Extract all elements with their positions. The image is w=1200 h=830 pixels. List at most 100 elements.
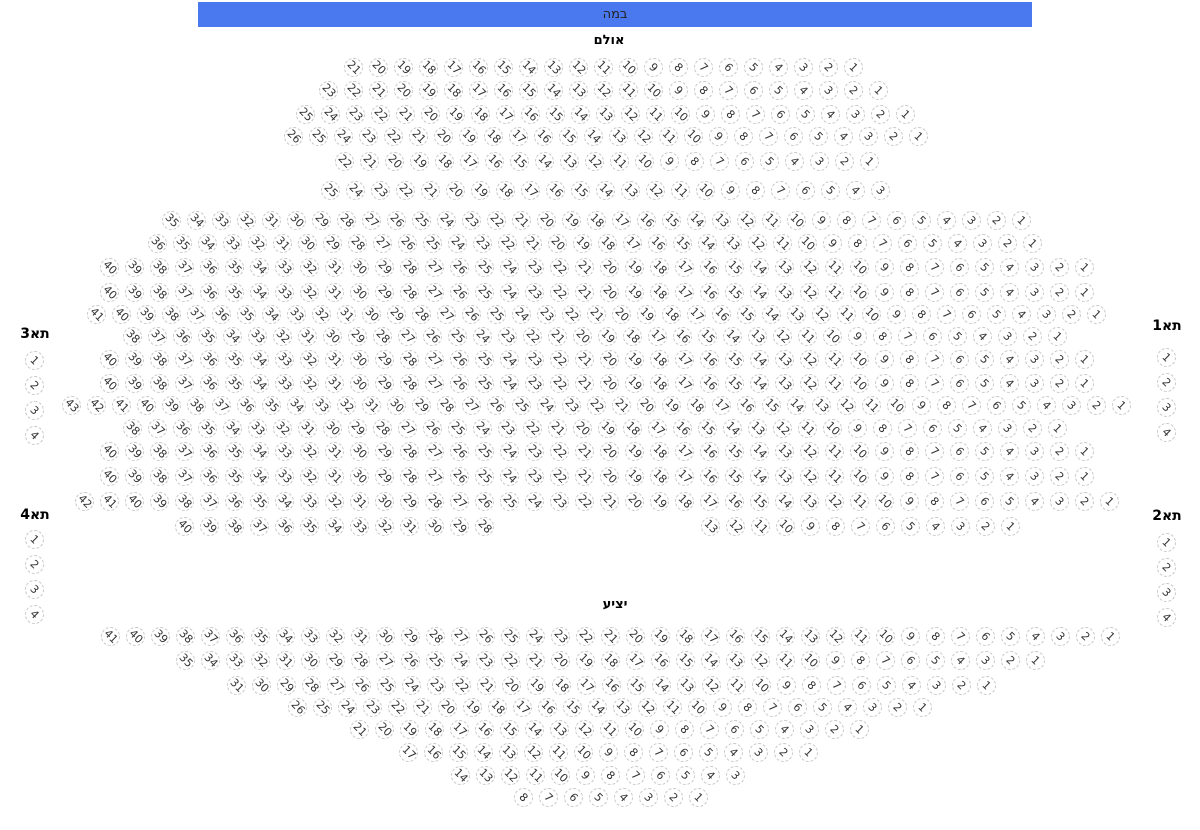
balcony-seat[interactable]: 13 — [476, 766, 495, 785]
hall-seat[interactable]: 14 — [750, 467, 769, 486]
hall-seat[interactable]: 14 — [723, 419, 742, 438]
hall-seat[interactable]: 3 — [1062, 396, 1081, 415]
balcony-seat[interactable]: 3 — [927, 676, 946, 695]
hall-seat[interactable]: 33 — [275, 374, 294, 393]
hall-seat[interactable]: 33 — [275, 467, 294, 486]
balcony-seat[interactable]: 12 — [638, 698, 657, 717]
balcony-seat[interactable]: 16 — [538, 698, 557, 717]
hall-seat[interactable]: 12 — [773, 327, 792, 346]
hall-seat[interactable]: 11 — [610, 152, 629, 171]
hall-seat[interactable]: 15 — [750, 492, 769, 511]
balcony-seat[interactable]: 3 — [726, 766, 745, 785]
hall-seat[interactable]: 32 — [300, 442, 319, 461]
hall-seat[interactable]: 3 — [859, 127, 878, 146]
balcony-seat[interactable]: 36 — [226, 627, 245, 646]
balcony-seat[interactable]: 14 — [588, 698, 607, 717]
hall-seat[interactable]: 6 — [962, 305, 981, 324]
hall-seat[interactable]: 16 — [700, 350, 719, 369]
hall-seat[interactable]: 8 — [900, 283, 919, 302]
hall-seat[interactable]: 15 — [519, 81, 538, 100]
hall-seat[interactable]: 1 — [1075, 442, 1094, 461]
hall-seat[interactable]: 17 — [521, 181, 540, 200]
balcony-seat[interactable]: 29 — [277, 676, 296, 695]
hall-seat[interactable]: 31 — [325, 350, 344, 369]
hall-seat[interactable]: 27 — [398, 327, 417, 346]
hall-seat[interactable]: 22 — [587, 396, 606, 415]
hall-seat[interactable]: 39 — [125, 283, 144, 302]
hall-seat[interactable]: 23 — [346, 105, 365, 124]
hall-seat[interactable]: 13 — [775, 258, 794, 277]
hall-seat[interactable]: 24 — [437, 211, 456, 230]
hall-seat[interactable]: 11 — [825, 258, 844, 277]
balcony-seat[interactable]: 2 — [1001, 651, 1020, 670]
hall-seat[interactable]: 28 — [425, 492, 444, 511]
hall-seat[interactable]: 7 — [937, 305, 956, 324]
box-4-seat[interactable]: 1 — [25, 530, 44, 549]
hall-seat[interactable]: 17 — [496, 105, 515, 124]
hall-seat[interactable]: 12 — [773, 419, 792, 438]
hall-seat[interactable]: 18 — [435, 152, 454, 171]
hall-seat[interactable]: 19 — [410, 152, 429, 171]
hall-seat[interactable]: 28 — [400, 467, 419, 486]
hall-seat[interactable]: 39 — [125, 442, 144, 461]
hall-seat[interactable]: 2 — [976, 517, 995, 536]
hall-seat[interactable]: 15 — [737, 305, 756, 324]
hall-seat[interactable]: 30 — [350, 467, 369, 486]
hall-seat[interactable]: 3 — [1025, 442, 1044, 461]
hall-seat[interactable]: 1 — [869, 81, 888, 100]
hall-seat[interactable]: 35 — [162, 211, 181, 230]
hall-seat[interactable]: 18 — [675, 492, 694, 511]
box-4-seat[interactable]: 2 — [25, 555, 44, 574]
hall-seat[interactable]: 31 — [362, 396, 381, 415]
hall-seat[interactable]: 8 — [694, 81, 713, 100]
hall-seat[interactable]: 19 — [662, 396, 681, 415]
hall-seat[interactable]: 24 — [473, 327, 492, 346]
hall-seat[interactable]: 15 — [494, 58, 513, 77]
hall-seat[interactable]: 24 — [500, 258, 519, 277]
hall-seat[interactable]: 16 — [648, 234, 667, 253]
hall-seat[interactable]: 35 — [225, 350, 244, 369]
hall-seat[interactable]: 23 — [525, 258, 544, 277]
hall-seat[interactable]: 3 — [1025, 467, 1044, 486]
balcony-seat[interactable]: 24 — [526, 627, 545, 646]
hall-seat[interactable]: 27 — [373, 234, 392, 253]
hall-seat[interactable]: 36 — [200, 283, 219, 302]
hall-seat[interactable]: 35 — [198, 327, 217, 346]
balcony-seat[interactable]: 38 — [176, 627, 195, 646]
hall-seat[interactable]: 12 — [800, 283, 819, 302]
hall-seat[interactable]: 14 — [775, 492, 794, 511]
hall-seat[interactable]: 23 — [498, 327, 517, 346]
hall-seat[interactable]: 11 — [825, 467, 844, 486]
balcony-seat[interactable]: 1 — [689, 788, 708, 807]
balcony-seat[interactable]: 2 — [774, 743, 793, 762]
balcony-seat[interactable]: 19 — [527, 676, 546, 695]
hall-seat[interactable]: 28 — [348, 234, 367, 253]
hall-seat[interactable]: 16 — [737, 396, 756, 415]
hall-seat[interactable]: 27 — [437, 305, 456, 324]
hall-seat[interactable]: 29 — [348, 419, 367, 438]
balcony-seat[interactable]: 7 — [539, 788, 558, 807]
hall-seat[interactable]: 35 — [225, 283, 244, 302]
hall-seat[interactable]: 5 — [975, 350, 994, 369]
hall-seat[interactable]: 16 — [700, 283, 719, 302]
box-1-seat[interactable]: 2 — [1157, 373, 1176, 392]
hall-seat[interactable]: 8 — [900, 467, 919, 486]
hall-seat[interactable]: 14 — [723, 327, 742, 346]
hall-seat[interactable]: 6 — [876, 517, 895, 536]
hall-seat[interactable]: 3 — [871, 181, 890, 200]
balcony-seat[interactable]: 15 — [500, 720, 519, 739]
balcony-seat[interactable]: 25 — [501, 627, 520, 646]
hall-seat[interactable]: 12 — [837, 396, 856, 415]
balcony-seat[interactable]: 13 — [613, 698, 632, 717]
hall-seat[interactable]: 4 — [834, 127, 853, 146]
hall-seat[interactable]: 11 — [594, 58, 613, 77]
hall-seat[interactable]: 24 — [525, 492, 544, 511]
hall-seat[interactable]: 40 — [100, 283, 119, 302]
balcony-seat[interactable]: 6 — [651, 766, 670, 785]
hall-seat[interactable]: 42 — [75, 492, 94, 511]
hall-seat[interactable]: 27 — [362, 211, 381, 230]
hall-seat[interactable]: 24 — [321, 105, 340, 124]
hall-seat[interactable]: 16 — [725, 492, 744, 511]
balcony-seat[interactable]: 18 — [552, 676, 571, 695]
hall-seat[interactable]: 35 — [237, 305, 256, 324]
